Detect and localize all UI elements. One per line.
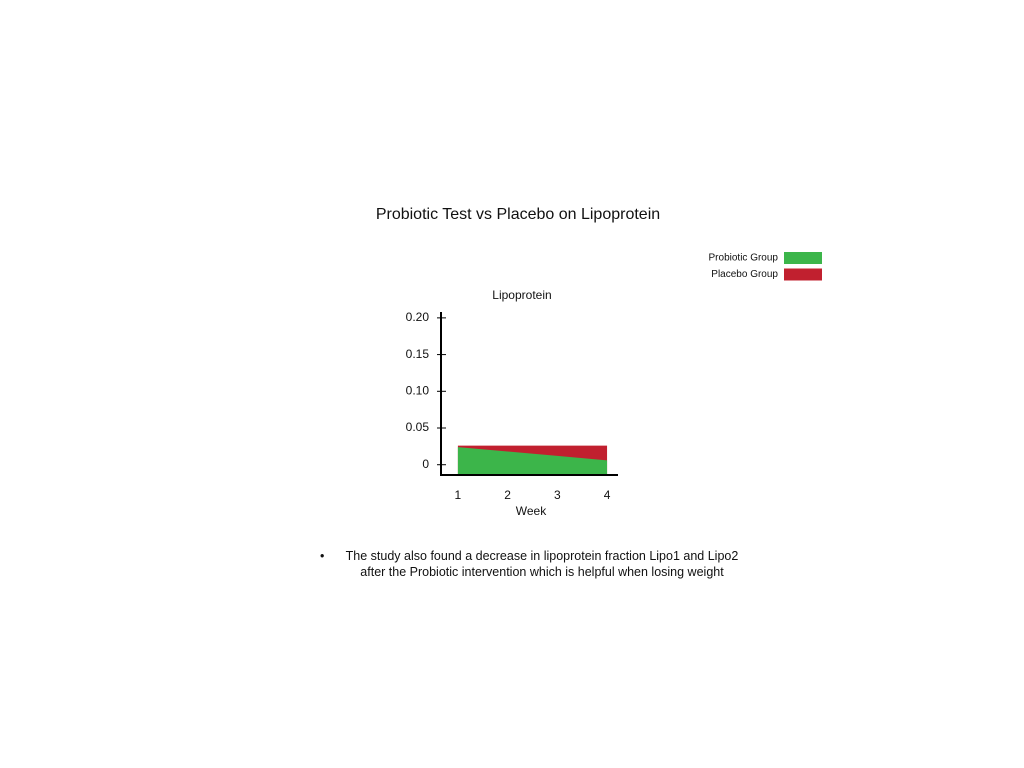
x-tick-label: 2 [504,488,511,502]
y-tick-label: 0.20 [406,310,430,324]
y-tick-label: 0.15 [406,347,430,361]
area [457,447,608,475]
plot-area [457,445,608,475]
legend-swatch [784,252,822,264]
chart-title: Lipoprotein [492,288,551,302]
y-tick-label: 0 [422,457,429,471]
x-tick-label: 4 [604,488,611,502]
x-tick-label: 3 [554,488,561,502]
y-tick-label: 0.05 [406,420,430,434]
bullet-marker: • [320,549,325,563]
bullet-text: The study also found a decrease in lipop… [345,549,739,579]
legend-label: Probiotic Group [709,253,779,264]
legend-swatch [784,268,822,281]
legend-label: Placebo Group [711,269,778,280]
slide-title: Probiotic Test vs Placebo on Lipoprotein [376,206,660,223]
bullet-note: • The study also found a decrease in lip… [320,548,750,580]
x-axis-label: Week [516,504,547,518]
y-tick-label: 0.10 [406,383,430,397]
x-tick-label: 1 [455,488,462,502]
